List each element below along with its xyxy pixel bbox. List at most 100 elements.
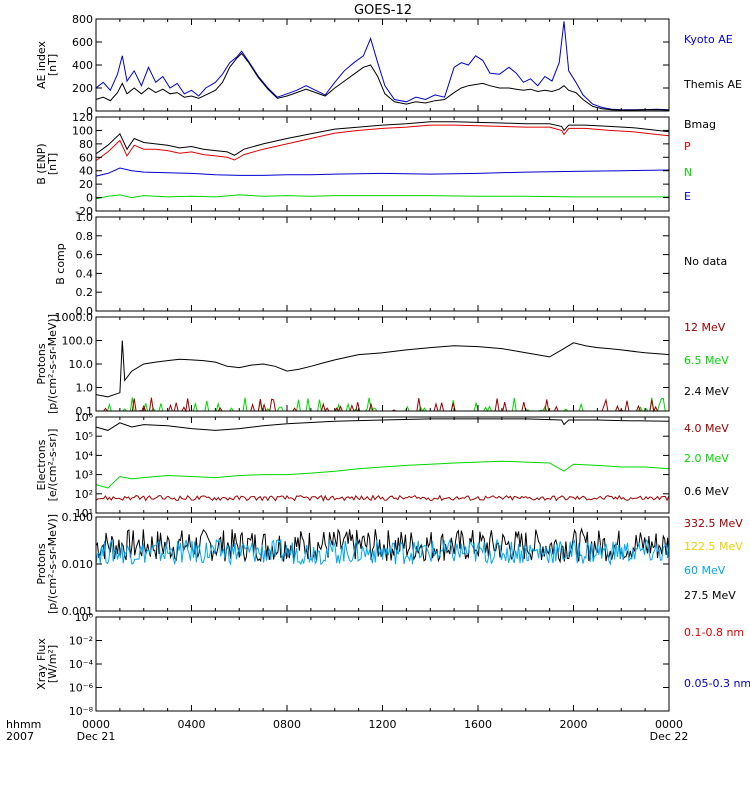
- ylabel-bfield: [nT]: [46, 153, 59, 175]
- ytick-label: 10⁵: [75, 430, 93, 443]
- end-date-label: Dec 22: [650, 730, 689, 743]
- ytick-label: 0.1: [76, 405, 94, 418]
- ytick-label: -20: [75, 205, 93, 218]
- ytick-label: 10⁻⁴: [69, 658, 94, 671]
- series-electrons-0: [95, 418, 670, 431]
- legend-hep-2: 60 MeV: [684, 564, 726, 577]
- frame-ae: [95, 18, 670, 112]
- ytick-label: 40: [79, 165, 93, 178]
- ylabel-hep: Protons: [35, 543, 48, 584]
- ylabel-xray: Xray Flux: [35, 638, 48, 690]
- legend-protons-1: 6.5 MeV: [684, 354, 729, 367]
- ytick-label: 0.001: [62, 605, 94, 618]
- time-axis: hhmm 2007 Dec 21 Dec 22 0000 0400 0800 1200…: [6, 718, 688, 743]
- legend-hep-3: 27.5 MeV: [684, 589, 736, 602]
- legend-bcomp-0: No data: [684, 255, 727, 268]
- ytick-label: 10³: [75, 469, 93, 482]
- ylabel-protons: Protons: [35, 343, 48, 384]
- series-electrons-2: [95, 494, 670, 502]
- ytick-label: 10⁻²: [69, 635, 93, 648]
- frame-protons: [95, 316, 670, 412]
- series-protons-0: [95, 340, 670, 398]
- legend-xray-1: 0.05-0.3 nm: [684, 677, 750, 690]
- ytick-label: 0.0: [76, 305, 94, 318]
- ytick-label: 0: [86, 192, 93, 205]
- ylabel-bfield: B (ENP): [35, 143, 48, 184]
- series-ae-0: [95, 21, 670, 111]
- panel-bcomp: 0.0 0.2 0.4 0.6 0.8 1.0 B comp No data: [54, 211, 727, 318]
- ytick-label: 100.0: [62, 335, 94, 348]
- legend-protons-0: 12 MeV: [684, 321, 726, 334]
- ytick-label: 200: [72, 82, 93, 95]
- ytick-label: 600: [72, 36, 93, 49]
- ytick-label: 10²: [75, 488, 93, 501]
- series-ae-1: [95, 52, 670, 111]
- legend-xray-0: 0.1-0.8 nm: [684, 626, 744, 639]
- ytick-label: 800: [72, 13, 93, 26]
- legend-protons-2: 2.4 MeV: [684, 385, 729, 398]
- year-label: 2007: [6, 730, 34, 743]
- panel-xray: 10⁻⁸ 10⁻⁶ 10⁻⁴ 10⁻² 10⁰ Xray Flux[W/m²] 0.1-0.…: [35, 611, 750, 718]
- series-bfield-0: [95, 121, 670, 156]
- ytick-label: 10⁴: [75, 449, 94, 462]
- ylabel-bcomp: B comp: [54, 243, 67, 285]
- frame-xray: [95, 616, 670, 712]
- ylabel-electrons: [e/(cm²-s-sr)]: [46, 429, 59, 502]
- ytick-label: 1000.0: [55, 311, 94, 324]
- time-row-label: hhmm: [6, 718, 41, 731]
- legend-electrons-1: 2.0 MeV: [684, 452, 729, 465]
- legend-ae-1: Themis AE: [683, 78, 742, 91]
- ytick-label: 0.8: [76, 230, 94, 243]
- legend-bfield-1: P: [684, 140, 691, 153]
- ytick-label: 60: [79, 151, 93, 164]
- ytick-label: 120: [72, 111, 93, 124]
- ytick-label: 10⁻⁸: [69, 705, 94, 718]
- panel-electrons: 10¹ 10² 10³ 10⁴ 10⁵ 10⁶ Electrons[e/(cm²-s-sr)…: [35, 411, 729, 520]
- ytick-label: 0.010: [62, 558, 94, 571]
- time-tick-label: 2000: [560, 718, 588, 731]
- time-tick-label: 0800: [273, 718, 301, 731]
- panel-protons: 0.1 1.0 10.0 100.0 1000.0 Protons[p/(cm²-s-sr…: [35, 311, 729, 418]
- time-tick-label: 0000: [655, 718, 683, 731]
- plot-title: GOES-12: [354, 3, 412, 18]
- legend-electrons-2: 0.6 MeV: [684, 485, 729, 498]
- time-tick-label: 0400: [178, 718, 206, 731]
- legend-bfield-0: Bmag: [684, 118, 716, 131]
- ytick-label: 0.100: [62, 511, 94, 524]
- ylabel-ae: AE index: [35, 40, 48, 89]
- series-electrons-1: [95, 460, 670, 489]
- frame-bcomp: [95, 216, 670, 312]
- ylabel-electrons: Electrons: [35, 439, 48, 490]
- panel-hep: 0.001 0.010 0.100 Protons[p/(cm²-s-sr-MeV)]…: [35, 511, 743, 618]
- ylabel-ae: [nT]: [46, 54, 59, 76]
- ylabel-hep: [p/(cm²-s-sr-MeV)]: [46, 514, 59, 614]
- series-bfield-3: [95, 167, 670, 177]
- ytick-label: 100: [72, 124, 93, 137]
- ytick-label: 10⁶: [75, 411, 94, 424]
- ytick-label: 10⁻⁶: [69, 682, 94, 695]
- ytick-label: 0: [86, 105, 93, 118]
- ytick-label: 1.0: [76, 211, 94, 224]
- ytick-label: 10.0: [69, 358, 94, 371]
- legend-bfield-3: E: [684, 190, 691, 203]
- time-tick-label: 1600: [464, 718, 492, 731]
- ytick-label: 20: [79, 178, 93, 191]
- ytick-label: 0.6: [76, 249, 94, 262]
- series-hep-1: [95, 538, 670, 566]
- series-bfield-1: [95, 124, 670, 162]
- ytick-label: 1.0: [76, 382, 94, 395]
- ytick-label: 10⁰: [75, 611, 94, 624]
- ytick-label: 80: [79, 138, 93, 151]
- start-date-label: Dec 21: [77, 730, 116, 743]
- ytick-label: 10¹: [75, 507, 93, 520]
- legend-ae-0: Kyoto AE: [684, 33, 733, 46]
- ylabel-protons: [p/(cm²-s-sr-MeV)]: [46, 314, 59, 414]
- series-bfield-2: [95, 194, 669, 200]
- ytick-label: 0.4: [76, 267, 94, 280]
- ytick-label: 400: [72, 59, 93, 72]
- legend-hep-1: 122.5 MeV: [684, 540, 743, 553]
- legend-bfield-2: N: [684, 166, 692, 179]
